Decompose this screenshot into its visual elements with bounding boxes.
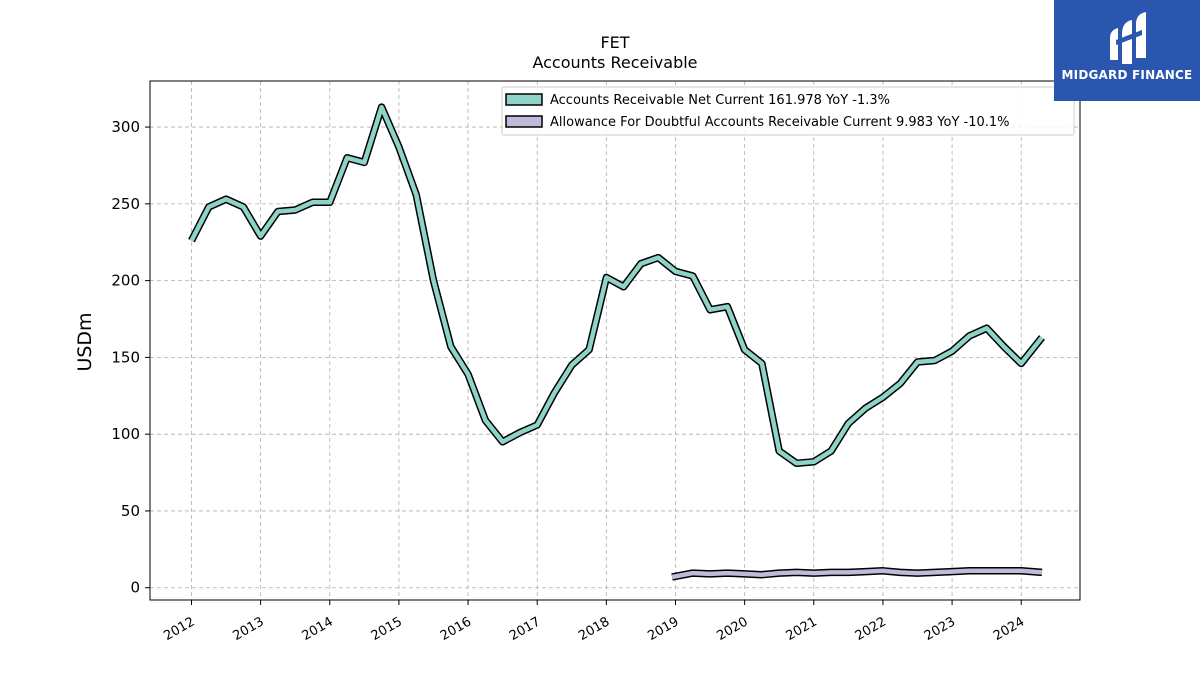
legend: Accounts Receivable Net Current 161.978 … (501, 86, 1075, 136)
chart-subtitle: Accounts Receivable (532, 53, 697, 72)
x-tick-label: 2020 (714, 614, 750, 644)
plot-frame (149, 80, 1081, 601)
x-tick-label: 2019 (645, 614, 681, 644)
legend-swatch-ar-net (505, 93, 543, 106)
brand-logo: MIDGARD FINANCE (1054, 0, 1200, 101)
y-tick-label: 0 (130, 579, 140, 597)
logo-text: MIDGARD FINANCE (1061, 68, 1193, 82)
x-tick-label: 2015 (369, 614, 405, 644)
series-layer (188, 103, 1045, 581)
y-tick-label: 50 (121, 502, 140, 520)
y-axis-label: USDm (74, 312, 96, 371)
grid (150, 81, 1080, 600)
ticks: 0 50 100 150 200 250 300 2012 2013 2014 2015 2016 20… (111, 118, 1027, 644)
y-tick-label: 300 (111, 118, 140, 136)
x-tick-label: 2012 (161, 614, 197, 644)
legend-swatch-allowance (505, 115, 543, 128)
x-tick-label: 2016 (438, 614, 474, 644)
x-tick-label: 2021 (784, 614, 820, 644)
x-tick-label: 2022 (853, 614, 889, 644)
legend-box (501, 86, 1075, 136)
y-tick-label: 150 (111, 348, 140, 366)
chart-title: FET (600, 33, 629, 52)
x-tick-label: 2024 (991, 614, 1027, 644)
y-tick-label: 250 (111, 195, 140, 213)
x-tick-label: 2023 (922, 614, 958, 644)
series-allowance-doubtful (671, 568, 1043, 580)
x-tick-label: 2013 (230, 614, 266, 644)
x-tick-label: 2014 (300, 614, 336, 644)
logo-mark-icon (1110, 12, 1146, 64)
x-tick-label: 2017 (507, 614, 543, 644)
y-tick-label: 200 (111, 272, 140, 290)
x-tick-label: 2018 (576, 614, 612, 644)
legend-label-allowance: Allowance For Doubtful Accounts Receivab… (550, 115, 1010, 130)
legend-label-ar-net: Accounts Receivable Net Current 161.978 … (550, 93, 890, 108)
y-tick-label: 100 (111, 425, 140, 443)
series-ar-net-current (189, 104, 1044, 466)
